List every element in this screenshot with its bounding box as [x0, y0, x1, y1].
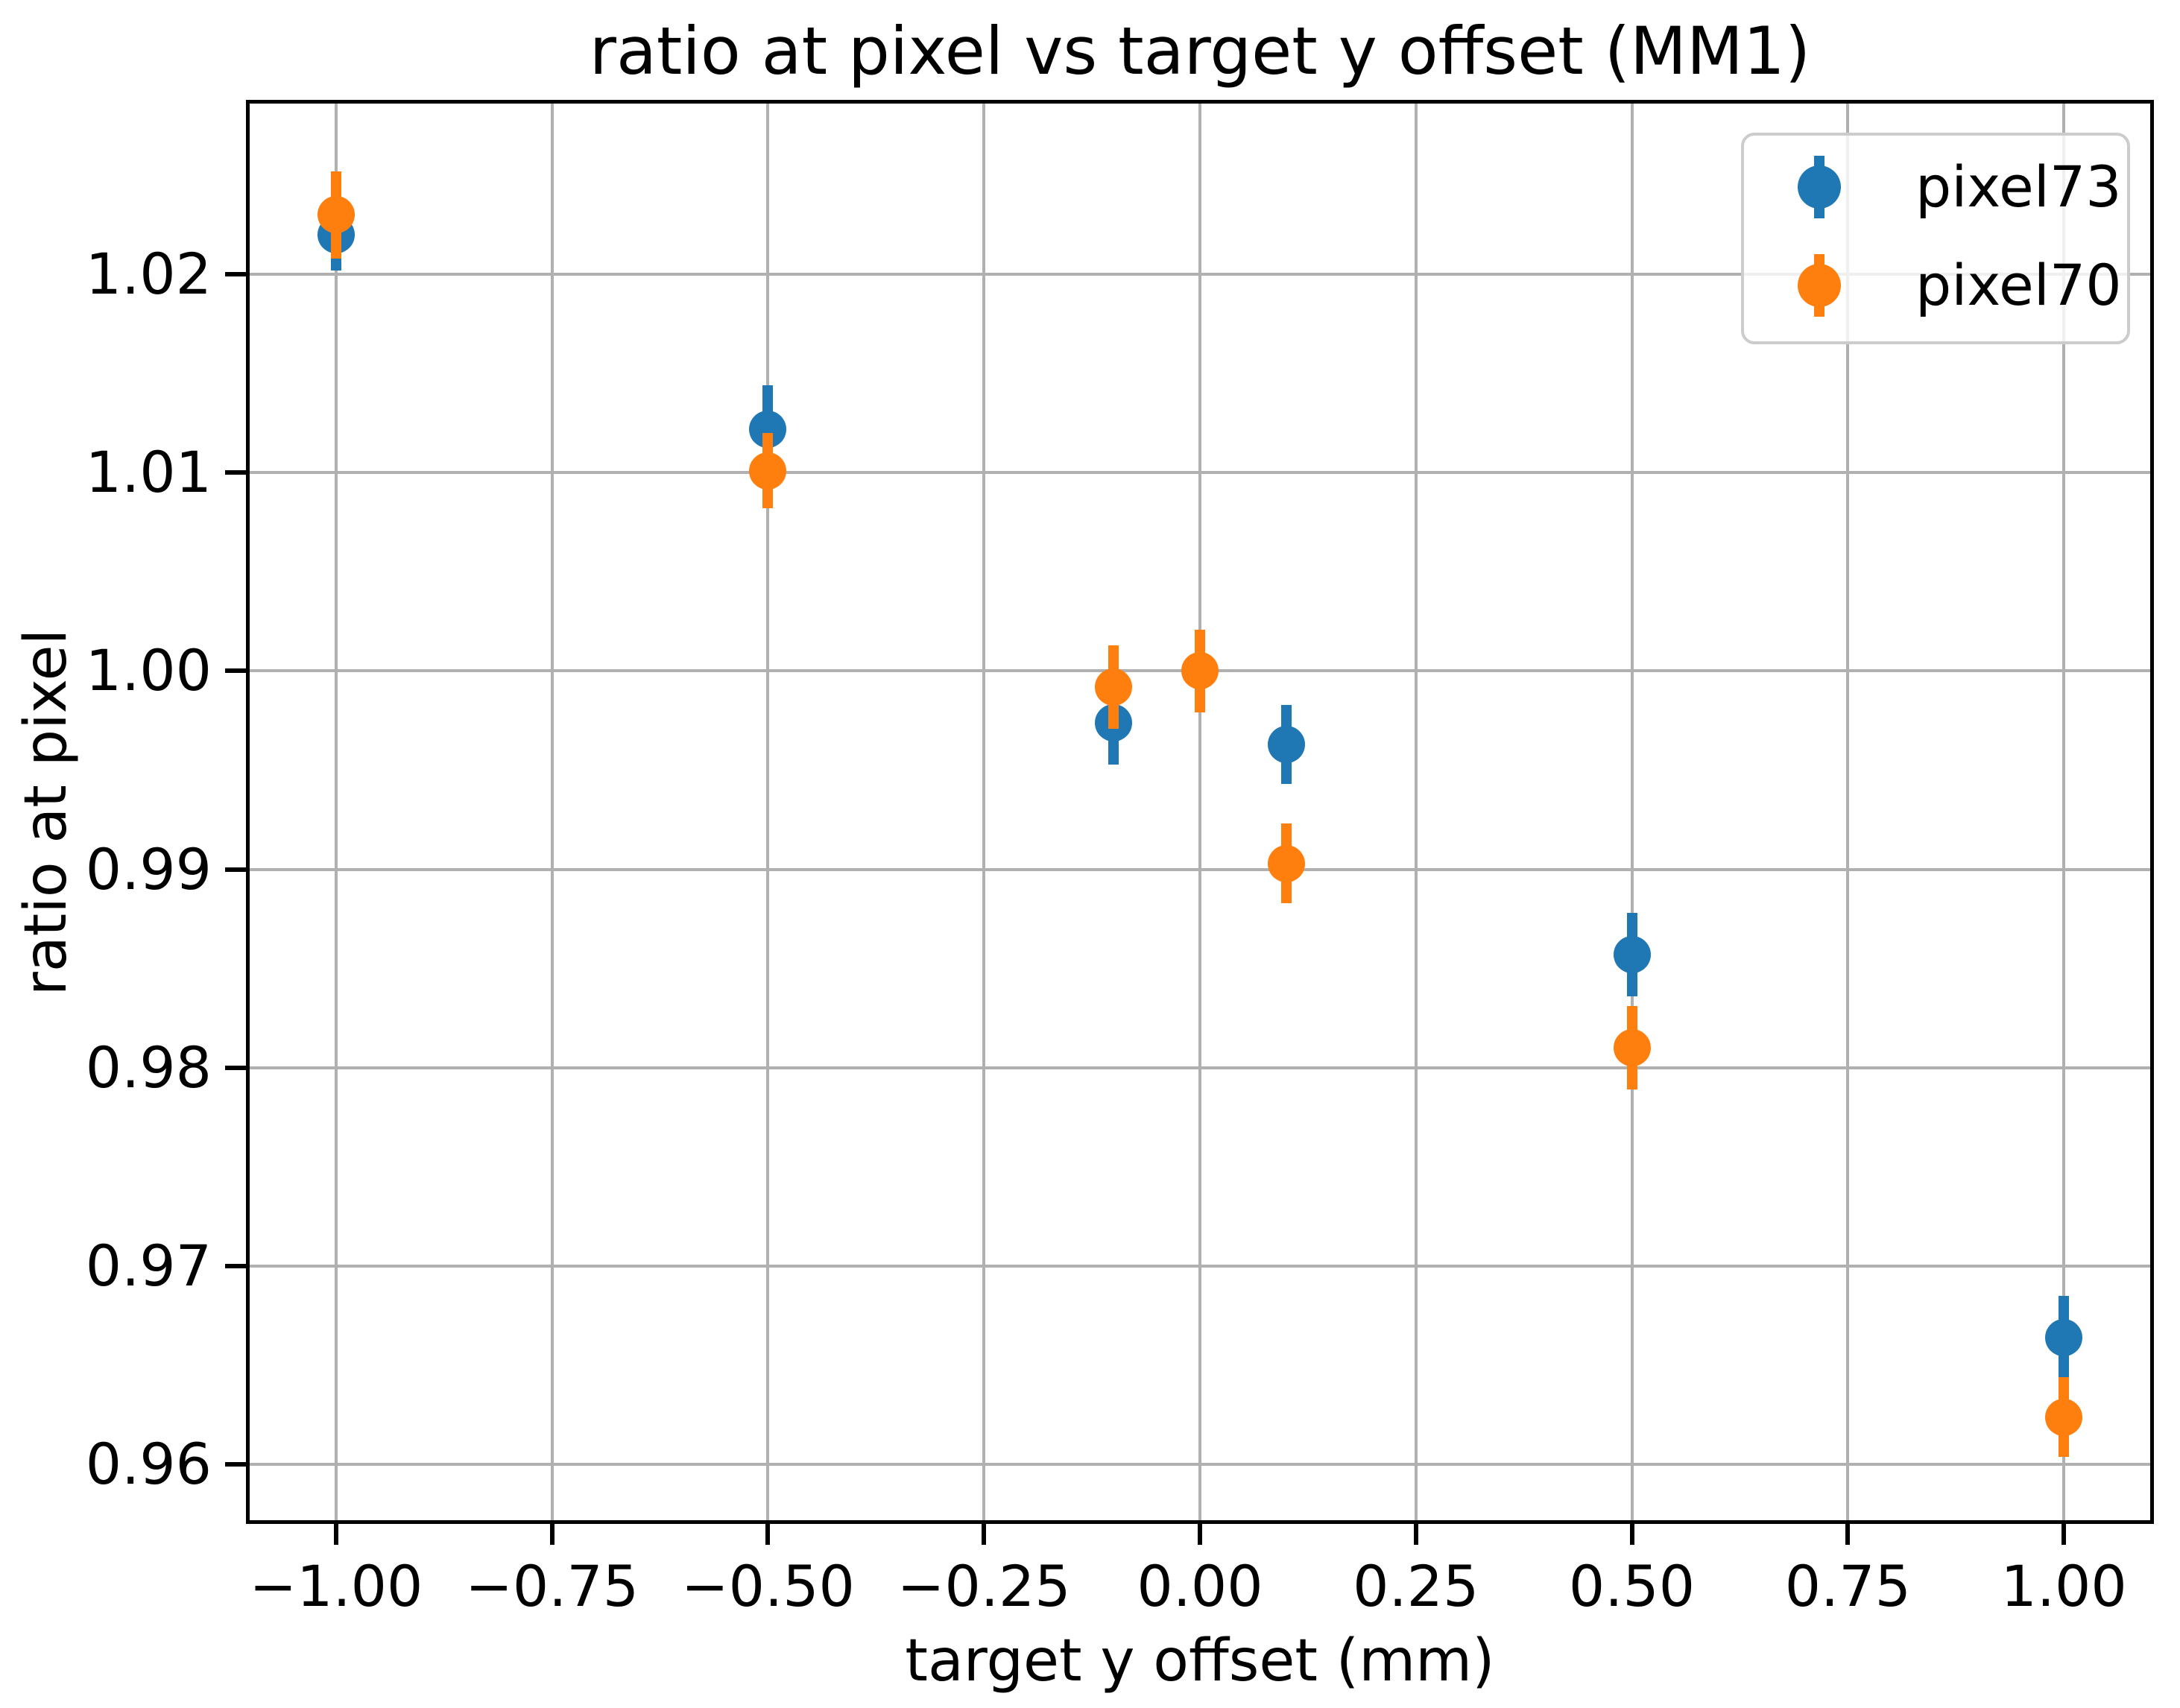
gridline-x — [982, 104, 986, 1520]
y-tick-mark — [225, 867, 246, 872]
gridline-x — [766, 104, 770, 1520]
data-point — [2045, 1398, 2083, 1436]
data-point — [317, 196, 355, 234]
gridline-y — [250, 1463, 2150, 1467]
x-tick-label: −0.25 — [897, 1553, 1071, 1619]
y-tick-label: 1.02 — [85, 240, 212, 307]
errorbar-marker-icon — [1798, 252, 1841, 319]
chart-title: ratio at pixel vs target y offset (MM1) — [589, 13, 1811, 89]
x-tick-label: −1.00 — [249, 1553, 423, 1619]
data-point — [1095, 668, 1133, 706]
plot-area — [246, 100, 2154, 1524]
x-tick-label: 0.50 — [1568, 1553, 1696, 1619]
legend-marker-dot — [1798, 264, 1841, 307]
legend-label-pixel70: pixel70 — [1915, 252, 2122, 318]
gridline-x — [550, 104, 554, 1520]
gridline-x — [334, 104, 338, 1520]
data-point — [1181, 652, 1219, 690]
legend-label-pixel73: pixel73 — [1915, 154, 2122, 220]
data-point — [1613, 1029, 1651, 1067]
x-tick-mark — [1845, 1524, 1851, 1545]
data-point — [749, 452, 787, 490]
legend-entry-pixel73: pixel73 — [1798, 154, 2127, 221]
y-tick-label: 0.99 — [85, 835, 212, 902]
x-tick-label: 0.00 — [1137, 1553, 1263, 1619]
x-tick-label: −0.50 — [681, 1553, 855, 1619]
y-tick-label: 0.97 — [85, 1233, 212, 1300]
y-tick-label: 0.98 — [85, 1034, 212, 1101]
x-tick-mark — [1198, 1524, 1202, 1545]
x-tick-mark — [1413, 1524, 1418, 1545]
x-tick-mark — [1629, 1524, 1634, 1545]
y-tick-mark — [225, 271, 246, 276]
y-tick-mark — [225, 668, 246, 674]
y-tick-mark — [225, 1264, 246, 1269]
y-axis-label: ratio at pixel — [13, 628, 80, 996]
gridline-x — [2062, 104, 2066, 1520]
y-tick-label: 0.96 — [85, 1431, 212, 1498]
x-tick-label: 1.00 — [2000, 1553, 2127, 1619]
gridline-y — [250, 272, 2150, 276]
gridline-y — [250, 867, 2150, 871]
x-tick-mark — [549, 1524, 555, 1545]
y-tick-label: 1.00 — [85, 637, 212, 704]
x-tick-mark — [765, 1524, 771, 1545]
y-tick-mark — [225, 1462, 246, 1467]
gridline-y — [250, 1265, 2150, 1268]
gridline-y — [250, 1066, 2150, 1069]
x-tick-mark — [2061, 1524, 2067, 1545]
x-tick-label: −0.75 — [465, 1553, 639, 1619]
y-tick-mark — [225, 470, 246, 475]
data-point — [1613, 936, 1651, 974]
legend-entry-pixel70: pixel70 — [1798, 252, 2127, 319]
gridline-x — [1414, 104, 1418, 1520]
gridline-x — [1198, 104, 1201, 1520]
x-tick-mark — [333, 1524, 338, 1545]
legend-marker-dot — [1798, 165, 1841, 209]
gridline-x — [1630, 104, 1634, 1520]
x-tick-label: 0.25 — [1353, 1553, 1479, 1619]
data-point — [2045, 1319, 2083, 1357]
data-point — [1267, 725, 1305, 763]
x-axis-label: target y offset (mm) — [905, 1628, 1495, 1695]
gridline-x — [1846, 104, 1850, 1520]
legend: pixel73 pixel70 — [1741, 133, 2130, 344]
x-tick-label: 0.75 — [1784, 1553, 1911, 1619]
y-tick-label: 1.01 — [85, 439, 212, 506]
y-tick-mark — [225, 1065, 246, 1070]
data-point — [1267, 844, 1305, 882]
gridline-y — [250, 471, 2150, 475]
x-tick-mark — [982, 1524, 987, 1545]
errorbar-marker-icon — [1798, 154, 1841, 221]
